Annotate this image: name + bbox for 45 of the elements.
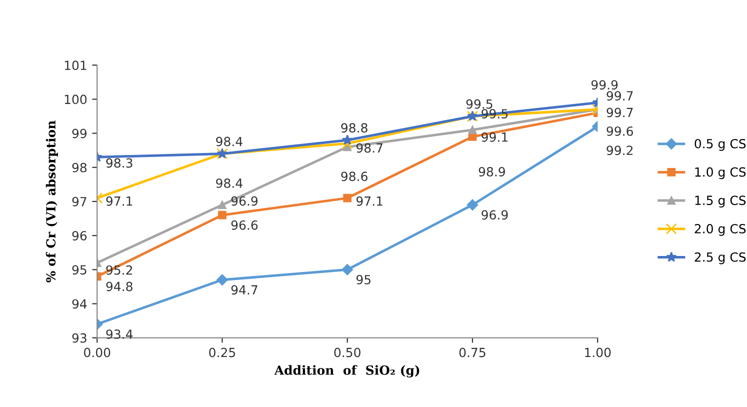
- data-label: 99.5: [466, 99, 492, 109]
- y-tick-label: 100: [64, 94, 87, 104]
- data-label: 96.6: [231, 220, 258, 230]
- y-tick-label: 93: [72, 333, 86, 343]
- y-tick-label: 95: [72, 265, 86, 275]
- legend-label: 2.5 g CS: [694, 252, 746, 264]
- legend-label: 1.0 g CS: [695, 167, 746, 180]
- y-tick-label: 97: [72, 196, 86, 206]
- data-label: 98.9: [478, 166, 505, 176]
- data-label: 96.9: [231, 196, 258, 206]
- data-label: 99.7: [606, 108, 633, 118]
- data-label: 99.7: [606, 91, 633, 101]
- data-label: 94.7: [231, 285, 258, 295]
- legend-label: 1.5 g CS: [695, 196, 746, 208]
- data-label: 98.4: [216, 178, 242, 188]
- x-tick-label: 1.00: [585, 348, 611, 358]
- x-tick-label: 0.25: [209, 348, 236, 358]
- legend-label: 2.0 g CS: [694, 224, 746, 236]
- data-label: 98.3: [106, 158, 132, 168]
- x-tick-label: 0.50: [334, 348, 360, 358]
- x-axis-title: Addition of SiO₂ (g): [274, 365, 420, 378]
- data-label: 99.5: [482, 109, 508, 118]
- data-label: 98.7: [356, 143, 382, 153]
- data-label: 99.2: [606, 146, 633, 156]
- data-label: 97.1: [356, 196, 382, 206]
- y-tick-label: 99: [72, 128, 87, 138]
- data-label: 93.4: [106, 329, 133, 339]
- y-tick-label: 98: [72, 162, 87, 172]
- y-tick-label: 94: [72, 299, 87, 309]
- data-label: 95: [356, 274, 371, 284]
- data-label: 99.6: [606, 126, 633, 136]
- data-label: 96.9: [482, 210, 508, 220]
- data-label: 98.8: [341, 123, 368, 133]
- data-label: 97.1: [106, 196, 132, 206]
- data-label: 98.6: [341, 172, 368, 182]
- legend-label: 0.5 g CS: [694, 138, 746, 151]
- data-label: 94.8: [106, 282, 132, 292]
- y-tick-label: 96: [72, 231, 87, 240]
- data-label: 99.9: [591, 80, 618, 90]
- y-tick-label: 101: [64, 60, 86, 70]
- x-tick-label: 0.75: [459, 348, 486, 358]
- data-label: 98.4: [216, 136, 242, 146]
- y-axis-title: % of Cr (VI) absorption: [46, 120, 58, 282]
- data-label: 99.1: [482, 132, 508, 142]
- x-tick-label: 0.00: [84, 348, 110, 358]
